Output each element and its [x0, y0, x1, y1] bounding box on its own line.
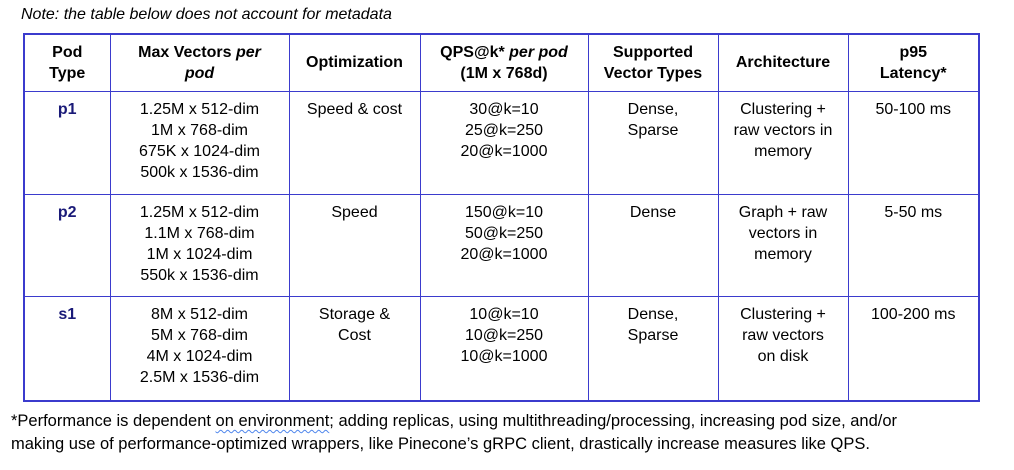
- optimization-cell: Speed: [288, 193, 421, 297]
- pod-types-table: Pod Type Max Vectors per pod Optimization…: [23, 33, 980, 402]
- latency-cell: 50-100 ms: [847, 90, 980, 195]
- pod-type-cell: p2: [23, 193, 111, 297]
- qps-cell: 150@k=10 50@k=250 20@k=1000: [419, 193, 589, 297]
- qps-cell: 30@k=10 25@k=250 20@k=1000: [419, 90, 589, 195]
- header-optimization: Optimization: [288, 33, 421, 92]
- architecture-cell: Clustering + raw vectors on disk: [717, 295, 849, 402]
- latency-cell: 100-200 ms: [847, 295, 980, 402]
- table-row-p1: p1 1.25M x 512-dim 1M x 768-dim 675K x 1…: [23, 90, 980, 195]
- header-p95-latency: p95 Latency*: [847, 33, 980, 92]
- header-max-vectors: Max Vectors per pod: [109, 33, 290, 92]
- note-text: Note: the table below does not account f…: [21, 6, 392, 23]
- pod-type-cell: s1: [23, 295, 111, 402]
- grammar-squiggle: on environment: [215, 412, 330, 430]
- table-header-row: Pod Type Max Vectors per pod Optimization…: [23, 33, 980, 92]
- latency-cell: 5-50 ms: [847, 193, 980, 297]
- header-qps: QPS@k* per pod (1M x 768d): [419, 33, 589, 92]
- header-supported-vector-types: Supported Vector Types: [587, 33, 719, 92]
- header-architecture: Architecture: [717, 33, 849, 92]
- max-vectors-cell: 1.25M x 512-dim 1M x 768-dim 675K x 1024…: [109, 90, 290, 195]
- qps-cell: 10@k=10 10@k=250 10@k=1000: [419, 295, 589, 402]
- optimization-cell: Storage & Cost: [288, 295, 421, 402]
- max-vectors-cell: 8M x 512-dim 5M x 768-dim 4M x 1024-dim …: [109, 295, 290, 402]
- pod-type-cell: p1: [23, 90, 111, 195]
- vector-types-cell: Dense, Sparse: [587, 90, 719, 195]
- table-row-p2: p2 1.25M x 512-dim 1.1M x 768-dim 1M x 1…: [23, 193, 980, 297]
- footnote-text: *Performance is dependent on environment…: [11, 412, 898, 453]
- vector-types-cell: Dense: [587, 193, 719, 297]
- header-pod-type: Pod Type: [23, 33, 111, 92]
- architecture-cell: Graph + raw vectors in memory: [717, 193, 849, 297]
- max-vectors-cell: 1.25M x 512-dim 1.1M x 768-dim 1M x 1024…: [109, 193, 290, 297]
- architecture-cell: Clustering + raw vectors in memory: [717, 90, 849, 195]
- table-row-s1: s1 8M x 512-dim 5M x 768-dim 4M x 1024-d…: [23, 295, 980, 402]
- optimization-cell: Speed & cost: [288, 90, 421, 195]
- vector-types-cell: Dense, Sparse: [587, 295, 719, 402]
